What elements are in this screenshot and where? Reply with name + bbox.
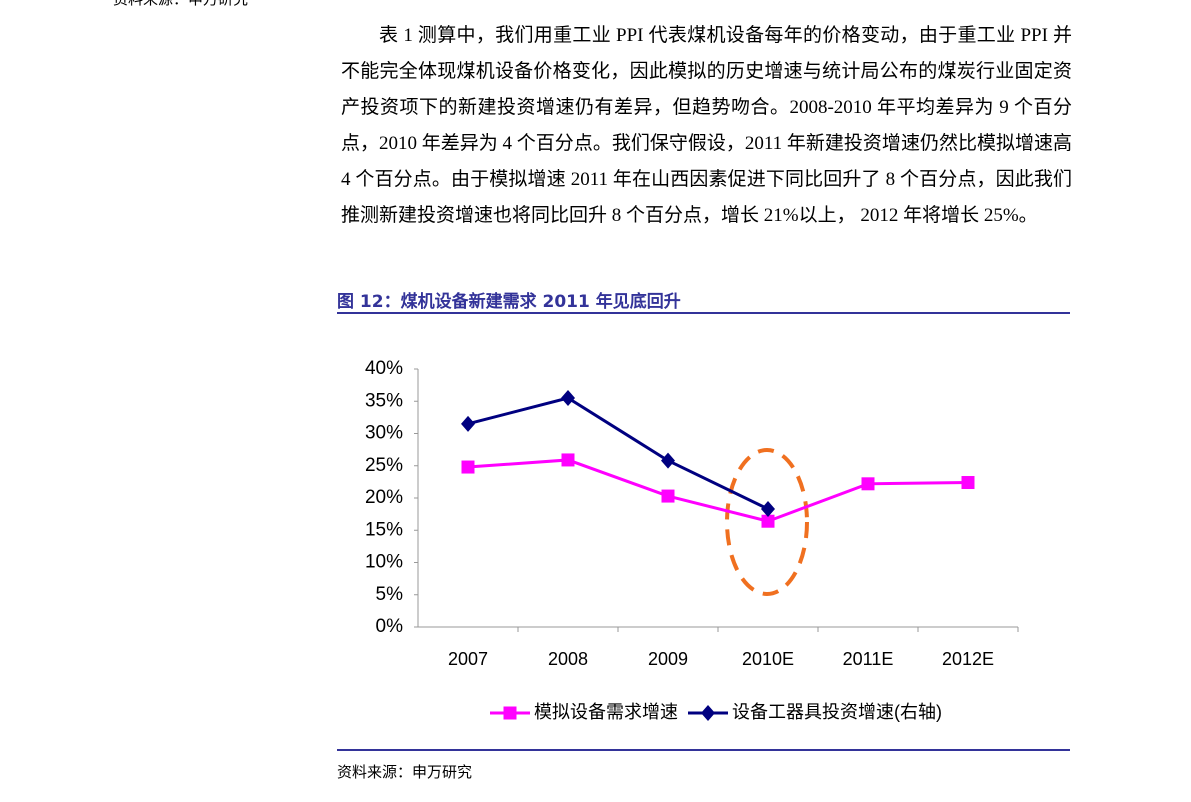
x-tick-label: 2010E — [742, 649, 794, 669]
y-tick-label: 30% — [365, 423, 403, 444]
y-tick-label: 10% — [365, 552, 403, 573]
data-point — [961, 476, 975, 490]
data-point — [461, 415, 475, 432]
legend-label: 模拟设备需求增速 — [534, 702, 678, 722]
y-tick-label: 0% — [376, 616, 404, 637]
y-tick-label: 15% — [365, 519, 403, 540]
data-point — [761, 500, 775, 517]
series-line — [467, 396, 769, 511]
data-point — [861, 477, 875, 491]
legend-marker — [701, 705, 715, 721]
data-point — [561, 390, 575, 407]
source-note: 资料来源：申万研究 — [113, 0, 248, 9]
legend-marker — [503, 706, 517, 720]
x-tick-label: 2008 — [548, 649, 588, 669]
y-tick-label: 20% — [365, 487, 403, 508]
x-tick-label: 2007 — [448, 649, 488, 669]
series-line — [467, 458, 969, 523]
y-tick-label: 40% — [365, 358, 403, 379]
y-tick-label: 5% — [376, 584, 404, 605]
y-tick-label: 35% — [365, 390, 403, 411]
data-point — [461, 460, 475, 474]
data-point — [561, 453, 575, 467]
paragraph: 表 1 测算中，我们用重工业 PPI 代表煤机设备每年的价格变动，由于重工业 P… — [341, 25, 1072, 226]
figure-title: 图 12：煤机设备新建需求 2011 年见底回升 — [337, 292, 681, 312]
highlight-ellipse — [725, 448, 809, 596]
data-point — [661, 452, 675, 469]
y-tick-label: 25% — [365, 455, 403, 476]
x-tick-label: 2009 — [648, 649, 688, 669]
legend-label: 设备工器具投资增速(右轴) — [732, 702, 942, 722]
x-tick-label: 2011E — [843, 649, 894, 669]
data-point — [761, 514, 775, 528]
figure-source: 资料来源：申万研究 — [337, 763, 473, 781]
x-tick-label: 2012E — [942, 649, 994, 669]
data-point — [661, 489, 675, 503]
